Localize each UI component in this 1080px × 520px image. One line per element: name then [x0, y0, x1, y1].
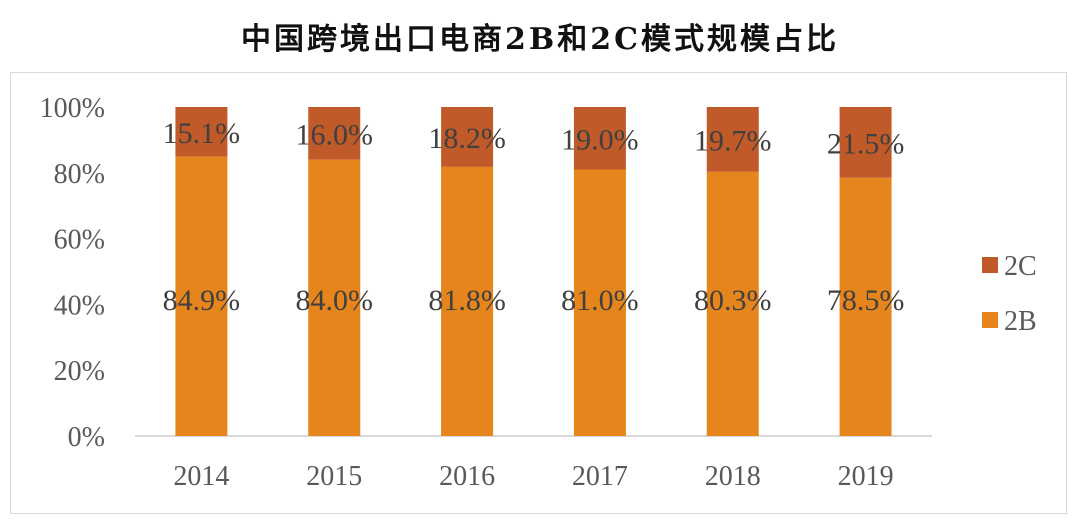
bar-2c [175, 107, 228, 157]
y-tick-label: 60% [54, 225, 105, 256]
y-tick-label: 100% [40, 93, 105, 124]
data-label-2c: 19.0% [561, 123, 639, 156]
x-tick-label: 2014 [173, 461, 229, 492]
x-tick-label: 2015 [306, 461, 362, 492]
x-tick-label: 2019 [838, 461, 894, 492]
chart-title: 中国跨境出口电商2B和2C模式规模占比 [241, 22, 839, 57]
data-label-2c: 19.7% [694, 124, 772, 157]
bar-2c [308, 107, 361, 160]
legend-label-2b: 2B [1004, 306, 1037, 337]
data-label-2c: 18.2% [428, 122, 506, 155]
x-tick-label: 2017 [572, 461, 628, 492]
bar-2b [839, 177, 892, 437]
x-tick-label: 2018 [705, 461, 761, 492]
bar-2c [839, 107, 892, 178]
data-label-2b: 84.0% [296, 284, 374, 317]
data-label-2b: 81.8% [428, 284, 506, 317]
legend-swatch-2c [982, 257, 998, 273]
y-tick-label: 20% [54, 356, 105, 387]
data-label-2c: 16.0% [296, 118, 374, 151]
chart-frame [10, 72, 1067, 514]
bar-2c [573, 107, 626, 170]
y-tick-label: 0% [68, 422, 105, 453]
data-label-2c: 15.1% [163, 117, 241, 150]
bar-2b [441, 166, 494, 437]
bar-2b [175, 156, 228, 436]
bar-2b [573, 169, 626, 436]
legend-swatch-2b [982, 312, 998, 328]
bar-2c [441, 107, 494, 167]
data-label-2b: 80.3% [694, 284, 772, 317]
data-label-2b: 84.9% [163, 284, 241, 317]
data-label-2b: 78.5% [827, 284, 905, 317]
bar-2b [308, 159, 361, 436]
data-label-2c: 21.5% [827, 127, 905, 160]
data-label-2b: 81.0% [561, 284, 639, 317]
y-tick-label: 80% [54, 159, 105, 190]
bar-2c [706, 107, 759, 172]
bar-2b [706, 171, 759, 437]
x-tick-label: 2016 [439, 461, 495, 492]
legend-label-2c: 2C [1004, 251, 1037, 282]
y-tick-label: 40% [54, 290, 105, 321]
